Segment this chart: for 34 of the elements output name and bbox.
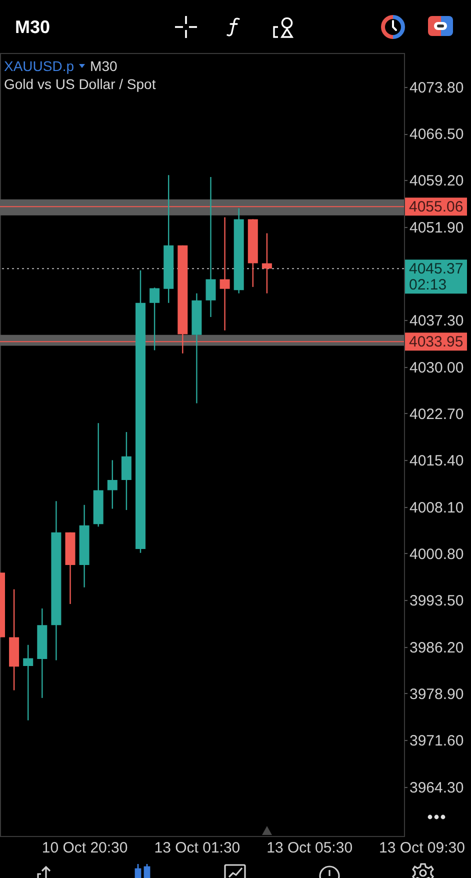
candlestick: [107, 460, 118, 510]
y-tick-label: 4000.80: [410, 546, 464, 563]
y-tick-label: 3993.50: [410, 592, 464, 610]
candlestick: [220, 216, 230, 332]
y-tick-label: 4037.30: [410, 312, 464, 330]
y-tick-label: 4051.90: [410, 219, 464, 236]
text: Gold vs US Dollar / Spot: [4, 76, 156, 92]
ref-line-label: 4045.37: [409, 260, 464, 278]
x-tick-label: 13 Oct 05:30: [266, 840, 353, 856]
y-tick-label: 4059.20: [410, 172, 464, 190]
ref-line-label: 4055.06: [409, 198, 464, 216]
y-tick-label: 4022.70: [410, 406, 464, 423]
x-tick-label: 10 Oct 20:30: [42, 840, 128, 856]
annotation: M30: [90, 58, 118, 74]
text: M30: [15, 16, 50, 38]
candlestick: [121, 431, 132, 511]
candlestick: [206, 176, 216, 318]
candlestick: [150, 286, 160, 351]
y-tick-label: 3964.30: [410, 779, 464, 796]
candlestick: [23, 644, 34, 721]
y-tick-label: 3986.20: [410, 639, 464, 656]
x-tick-label: 13 Oct 01:30: [154, 840, 240, 856]
y-tick-label: 4015.40: [410, 452, 464, 470]
chart-title: XAUUSD.p: [4, 58, 74, 74]
ref-line-label: 4033.95: [409, 334, 464, 351]
y-tick-label: 3978.90: [410, 686, 464, 703]
annotation: 02:13: [409, 276, 447, 294]
candlestick: [262, 232, 272, 294]
y-tick-label: 4030.00: [410, 359, 464, 376]
y-tick-label: 3971.60: [410, 732, 464, 750]
x-tick-label: 13 Oct 09:30: [379, 840, 465, 856]
y-tick-label: 4073.80: [410, 79, 464, 96]
y-tick-label: 4066.50: [410, 126, 464, 144]
y-tick-label: 4008.10: [410, 499, 464, 516]
